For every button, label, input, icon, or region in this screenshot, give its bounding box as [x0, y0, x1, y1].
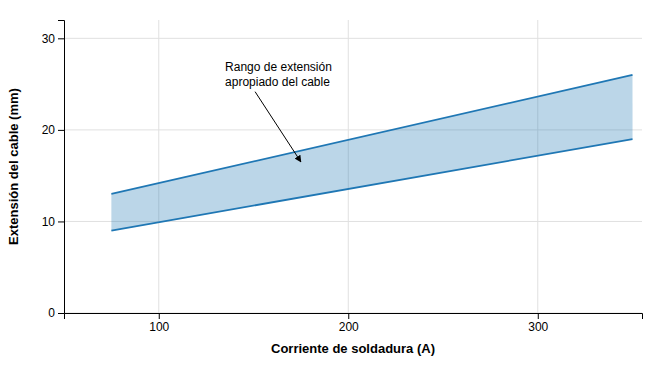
y-axis-title: Extensión del cable (mm): [6, 88, 21, 245]
upper-line: [111, 75, 632, 194]
annotation-line: Rango de extensión: [225, 60, 332, 74]
y-tick-label: 10: [42, 215, 56, 229]
x-tick-label: 300: [528, 320, 548, 334]
y-tick-label: 20: [42, 123, 56, 137]
x-axis-line: [65, 314, 643, 320]
y-tick-label: 30: [42, 32, 56, 46]
annotation-arrow: [255, 92, 301, 162]
y-grid-line: [64, 38, 642, 39]
x-tick-mark: [159, 313, 160, 319]
x-tick-mark: [538, 313, 539, 319]
x-tick: 300: [528, 313, 548, 334]
x-axis-title: Corriente de soldadura (A): [271, 341, 435, 356]
annotation: Rango de extensiónapropiado del cable: [225, 60, 332, 89]
x-grid-line: [158, 20, 159, 313]
y-axis-line: [58, 21, 65, 314]
band-area: [111, 75, 632, 231]
x-tick-mark: [348, 313, 349, 319]
y-tick-mark: [58, 38, 64, 39]
y-tick: 0: [48, 306, 64, 320]
y-axis: 0 10 20 30: [42, 21, 65, 321]
x-tick: 100: [149, 313, 169, 334]
y-tick: 30: [42, 32, 64, 46]
y-tick-mark: [58, 313, 64, 314]
plot: 100 200 300 0 10 20 30 Rango de extensiónapropi…: [42, 20, 643, 334]
x-axis: 100 200 300: [65, 313, 643, 334]
annotation-line: apropiado del cable: [225, 75, 330, 89]
y-tick: 20: [42, 123, 64, 137]
y-tick-label: 0: [48, 306, 55, 320]
lower-line: [111, 139, 632, 231]
y-tick: 10: [42, 215, 64, 229]
marks: [111, 75, 632, 231]
y-tick-mark: [58, 130, 64, 131]
x-tick-label: 200: [339, 320, 359, 334]
x-tick-label: 100: [149, 320, 169, 334]
x-tick: 200: [339, 313, 359, 334]
grid: [64, 20, 642, 313]
chart: 100 200 300 0 10 20 30 Rango de extensiónapropi…: [0, 0, 666, 365]
x-grid-line: [537, 20, 538, 313]
y-tick-mark: [58, 221, 64, 222]
annotations: Rango de extensiónapropiado del cable: [225, 60, 332, 162]
